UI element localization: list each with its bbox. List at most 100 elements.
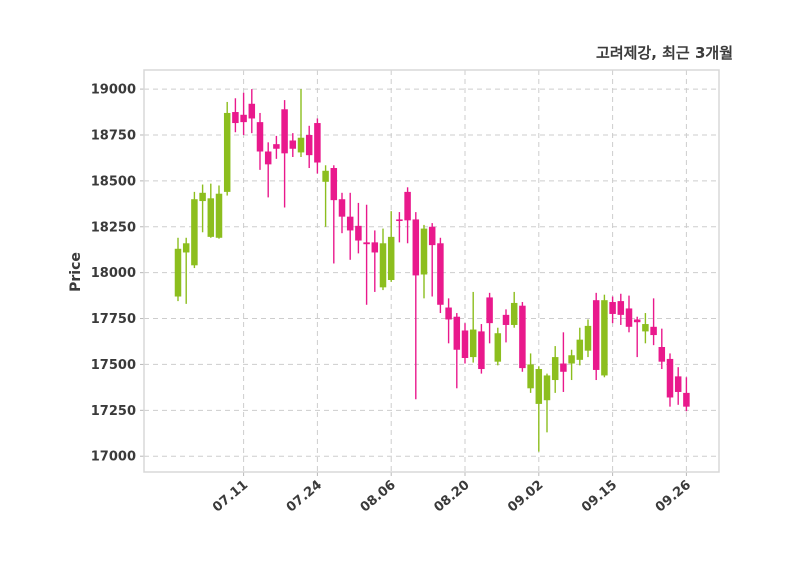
candle-down [478,324,485,374]
candle-body [191,199,198,266]
candle-down [592,292,600,381]
candle-down [404,187,411,244]
y-tick-label: 19000 [91,83,136,98]
candle-body [543,375,551,401]
candle-body [650,326,657,336]
candle-body [584,325,592,351]
candle-body [658,346,666,362]
candle-body [387,236,395,280]
candle-down [371,230,379,292]
candle-down [330,165,338,264]
candle-body [232,112,239,124]
candle-body [502,314,510,325]
candle-body [404,191,411,221]
candle-up [223,101,231,196]
candle-body [510,302,518,325]
y-tick-label: 18750 [91,128,136,143]
candle-body [674,376,682,392]
candle-body [633,319,641,323]
candle-down [232,98,239,133]
candle-body [560,363,567,372]
candle-down [519,302,526,372]
candle-up [584,319,592,358]
candle-down [305,125,313,169]
candle-down [625,295,633,333]
x-tick-label: 09.26 [653,478,694,516]
candle-body [412,219,420,276]
axis-layer: 17000 17250 17500 17750 18000 18250 18500 18750… [91,69,720,516]
candle-down [338,192,346,234]
candle-body [289,140,297,149]
candle-down [289,133,297,158]
candle-up [182,237,190,304]
candle-body [297,137,305,153]
candle-body [264,151,272,165]
candle-down [502,309,510,343]
candle-up [469,291,477,363]
candle-down [683,377,690,412]
candle-body [527,364,534,389]
candle-body [486,297,493,324]
y-tick-label: 18500 [91,174,136,189]
candle-body [199,192,206,202]
candle-down [658,328,666,370]
candle-up [601,294,608,378]
candle-body [453,316,461,350]
candle-up [191,191,198,269]
candle-down [248,89,256,134]
candle-down [617,293,625,325]
x-tick-label: 09.02 [505,478,546,516]
candle-down [396,212,403,243]
candle-up [535,366,543,452]
candle-down [461,323,469,364]
y-tick-label: 18250 [91,220,136,235]
candle-body [215,193,223,238]
candle-body [494,333,502,362]
candle-up [568,349,575,381]
candle-body [207,198,215,237]
candle-up [174,237,182,302]
candle-body [396,219,403,222]
y-tick-label: 17500 [91,358,136,373]
candle-body [428,226,436,246]
candle-up [207,183,215,238]
candle-up [551,346,559,393]
candle-down [273,135,280,159]
candle-up [510,291,518,328]
candle-down [437,237,444,314]
candle-body [683,392,690,407]
candle-body [256,122,264,152]
y-axis-label: Price [68,252,84,292]
chart-title: 고려제강, 최근 3개월 [596,44,733,62]
y-tick-label: 17000 [91,450,136,465]
candle-down [486,292,493,344]
candle-body [314,123,321,163]
candle-body [371,242,379,253]
candle-down [264,142,272,198]
candle-body [305,134,313,156]
candle-body [338,199,346,217]
candle-up [494,327,502,366]
candle-body [346,216,354,231]
y-tick-label: 17750 [91,312,136,327]
candle-body [363,242,370,245]
candle-up [199,184,206,233]
candle-up [527,353,534,393]
candle-down [363,204,370,305]
x-tick-label: 07.11 [210,478,251,516]
candle-down [650,298,657,346]
x-tick-label: 08.06 [358,478,399,516]
candle-down [445,298,452,344]
candle-up [297,89,305,158]
candle-body [437,243,444,305]
candle-body [601,300,608,376]
candle-body [330,168,338,201]
candle-down [428,223,436,297]
candle-down [609,296,616,324]
candle-up [379,228,387,291]
candle-up [543,373,551,433]
candle-body [223,112,231,192]
candle-body [248,103,256,119]
